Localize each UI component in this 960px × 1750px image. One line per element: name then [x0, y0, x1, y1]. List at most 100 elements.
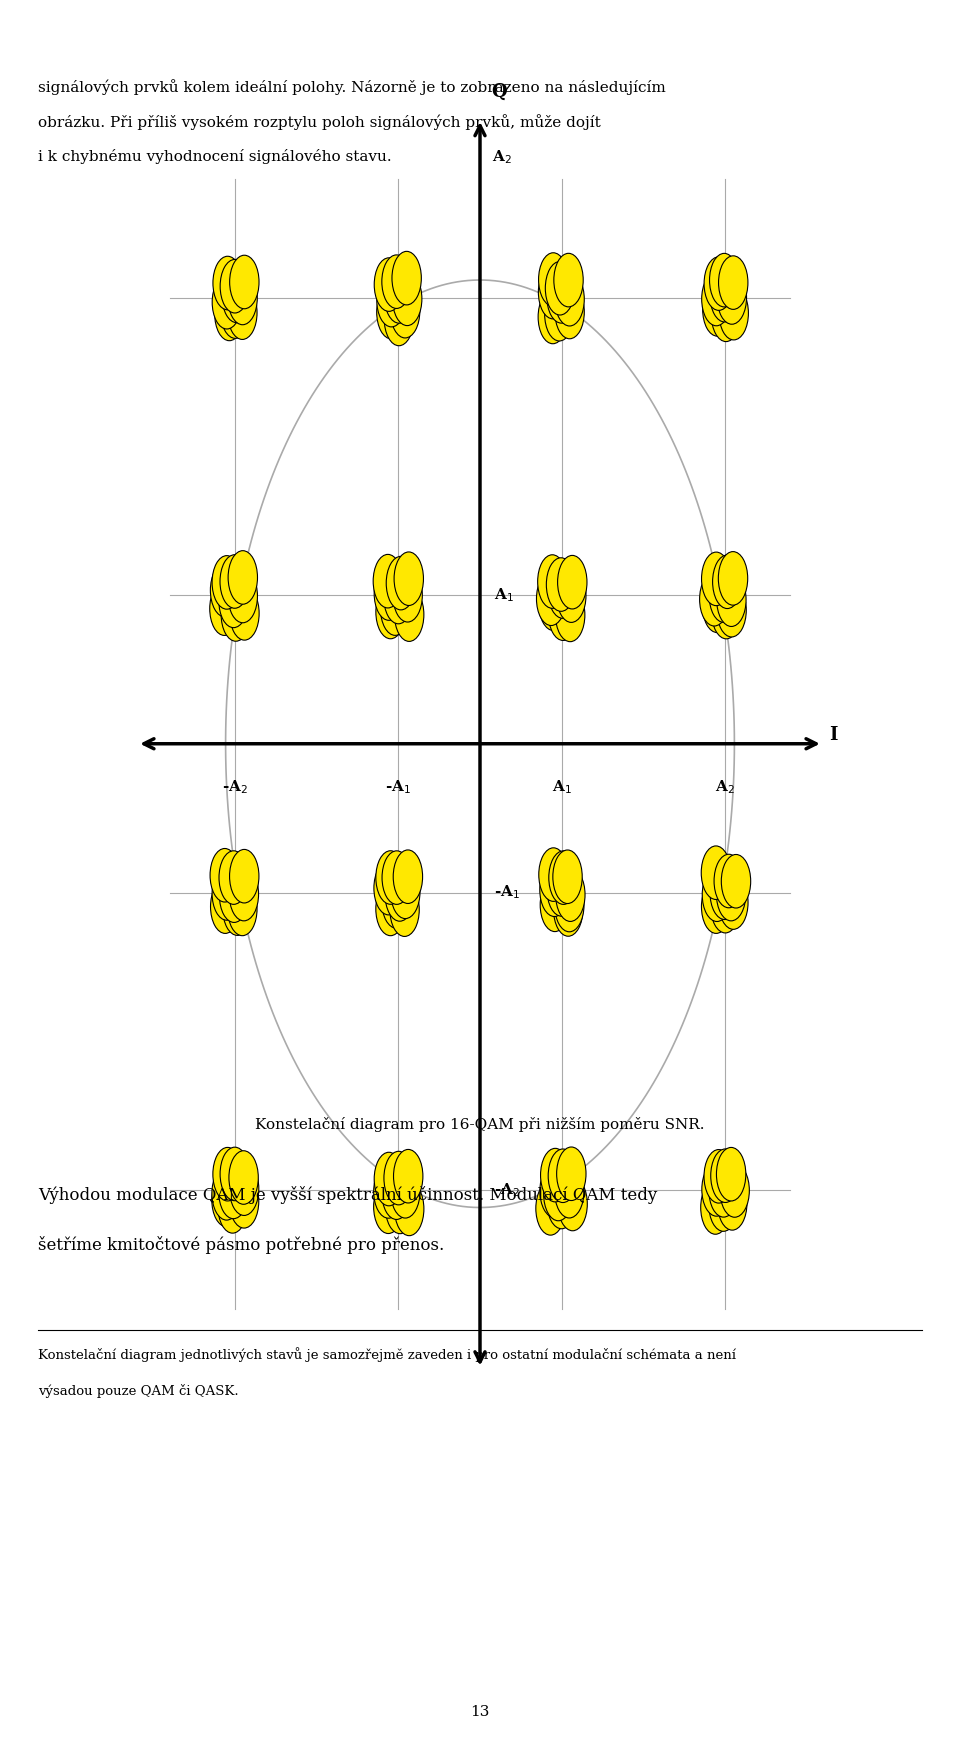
Circle shape — [719, 875, 748, 929]
Circle shape — [709, 254, 739, 306]
Circle shape — [556, 868, 585, 922]
Circle shape — [384, 292, 414, 346]
Circle shape — [373, 1180, 403, 1234]
Circle shape — [718, 255, 748, 310]
Text: Q: Q — [492, 84, 507, 102]
Circle shape — [382, 850, 412, 905]
Circle shape — [716, 868, 746, 920]
Circle shape — [557, 1146, 586, 1200]
Circle shape — [547, 863, 576, 917]
Circle shape — [391, 1164, 420, 1218]
Circle shape — [721, 854, 751, 908]
Circle shape — [212, 275, 242, 329]
Circle shape — [386, 556, 416, 611]
Circle shape — [701, 1181, 731, 1234]
Text: 13: 13 — [470, 1704, 490, 1718]
Circle shape — [229, 849, 259, 903]
Text: Konstelační diagram jednotlivých stavů je samozřejmě zaveden i pro ostatní modul: Konstelační diagram jednotlivých stavů j… — [38, 1348, 736, 1362]
Circle shape — [221, 285, 250, 338]
Circle shape — [548, 1150, 578, 1202]
Circle shape — [373, 1166, 403, 1218]
Circle shape — [228, 285, 257, 340]
Circle shape — [215, 287, 244, 341]
Circle shape — [711, 584, 741, 639]
Circle shape — [375, 882, 405, 936]
Circle shape — [545, 261, 575, 315]
Circle shape — [212, 866, 242, 920]
Circle shape — [376, 850, 405, 905]
Circle shape — [222, 270, 252, 322]
Circle shape — [384, 1152, 414, 1204]
Circle shape — [209, 583, 239, 635]
Circle shape — [554, 254, 584, 306]
Circle shape — [219, 574, 249, 628]
Circle shape — [376, 285, 406, 340]
Circle shape — [394, 1150, 423, 1202]
Circle shape — [213, 255, 242, 310]
Circle shape — [395, 588, 424, 642]
Circle shape — [703, 579, 732, 632]
Circle shape — [392, 252, 421, 304]
Circle shape — [219, 850, 249, 905]
Circle shape — [390, 884, 420, 936]
Text: i k chybnému vyhodnocení signálového stavu.: i k chybnému vyhodnocení signálového sta… — [38, 149, 392, 164]
Circle shape — [213, 1148, 242, 1200]
Circle shape — [548, 586, 578, 640]
Text: A$_2$: A$_2$ — [492, 149, 512, 166]
Circle shape — [540, 1164, 569, 1218]
Circle shape — [374, 1152, 403, 1206]
Circle shape — [218, 1180, 248, 1234]
Circle shape — [539, 266, 567, 318]
Circle shape — [394, 850, 422, 903]
Circle shape — [210, 880, 240, 933]
Circle shape — [544, 287, 574, 341]
Circle shape — [210, 564, 240, 618]
Circle shape — [717, 1176, 747, 1230]
Circle shape — [704, 257, 733, 310]
Circle shape — [540, 1148, 570, 1202]
Circle shape — [538, 555, 567, 609]
Circle shape — [710, 866, 739, 919]
Circle shape — [385, 868, 415, 920]
Circle shape — [395, 551, 423, 606]
Circle shape — [717, 271, 747, 324]
Circle shape — [229, 1162, 259, 1216]
Circle shape — [555, 878, 584, 931]
Circle shape — [710, 268, 739, 322]
Circle shape — [539, 252, 568, 306]
Circle shape — [555, 285, 585, 340]
Circle shape — [393, 271, 421, 326]
Circle shape — [228, 551, 257, 604]
Circle shape — [555, 1164, 584, 1218]
Circle shape — [229, 255, 259, 308]
Circle shape — [702, 880, 731, 933]
Circle shape — [382, 255, 411, 308]
Text: Výhodou modulace QAM je vyšší spektrální účinnost. Modulací QAM tedy: Výhodou modulace QAM je vyšší spektrální… — [38, 1186, 658, 1204]
Circle shape — [701, 845, 731, 900]
Text: Konstelační diagram pro 16-QAM při nižším poměru SNR.: Konstelační diagram pro 16-QAM při nižší… — [255, 1116, 705, 1132]
Circle shape — [373, 555, 402, 607]
Circle shape — [229, 868, 258, 920]
Circle shape — [558, 555, 587, 609]
Circle shape — [382, 875, 411, 928]
Circle shape — [702, 551, 731, 606]
Circle shape — [228, 1152, 258, 1204]
Circle shape — [712, 555, 742, 609]
Circle shape — [539, 290, 567, 343]
Circle shape — [702, 273, 732, 326]
Text: A$_1$: A$_1$ — [552, 779, 571, 796]
Circle shape — [554, 882, 583, 936]
Circle shape — [374, 257, 403, 312]
Circle shape — [376, 273, 406, 327]
Circle shape — [540, 863, 569, 917]
Circle shape — [537, 572, 565, 625]
Circle shape — [223, 882, 252, 936]
Circle shape — [540, 878, 569, 931]
Circle shape — [391, 285, 420, 338]
Circle shape — [702, 1162, 732, 1216]
Circle shape — [382, 1166, 411, 1220]
Circle shape — [710, 1150, 740, 1202]
Circle shape — [374, 567, 403, 620]
Text: -A$_1$: -A$_1$ — [494, 884, 520, 901]
Circle shape — [702, 868, 732, 922]
